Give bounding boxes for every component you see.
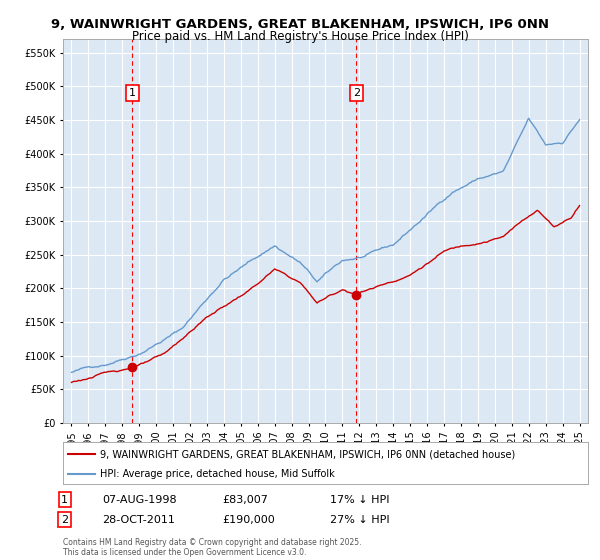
- Text: 1: 1: [61, 494, 68, 505]
- Text: 17% ↓ HPI: 17% ↓ HPI: [330, 494, 389, 505]
- Text: 1: 1: [129, 88, 136, 98]
- Text: 07-AUG-1998: 07-AUG-1998: [102, 494, 176, 505]
- Text: Price paid vs. HM Land Registry's House Price Index (HPI): Price paid vs. HM Land Registry's House …: [131, 30, 469, 43]
- Text: 9, WAINWRIGHT GARDENS, GREAT BLAKENHAM, IPSWICH, IP6 0NN: 9, WAINWRIGHT GARDENS, GREAT BLAKENHAM, …: [51, 18, 549, 31]
- Text: 2: 2: [353, 88, 360, 98]
- Text: 2: 2: [61, 515, 68, 525]
- Text: 9, WAINWRIGHT GARDENS, GREAT BLAKENHAM, IPSWICH, IP6 0NN (detached house): 9, WAINWRIGHT GARDENS, GREAT BLAKENHAM, …: [100, 449, 515, 459]
- Text: £190,000: £190,000: [222, 515, 275, 525]
- Text: 27% ↓ HPI: 27% ↓ HPI: [330, 515, 389, 525]
- Text: £83,007: £83,007: [222, 494, 268, 505]
- Text: 28-OCT-2011: 28-OCT-2011: [102, 515, 175, 525]
- Text: Contains HM Land Registry data © Crown copyright and database right 2025.
This d: Contains HM Land Registry data © Crown c…: [63, 538, 361, 557]
- Text: HPI: Average price, detached house, Mid Suffolk: HPI: Average price, detached house, Mid …: [100, 469, 335, 479]
